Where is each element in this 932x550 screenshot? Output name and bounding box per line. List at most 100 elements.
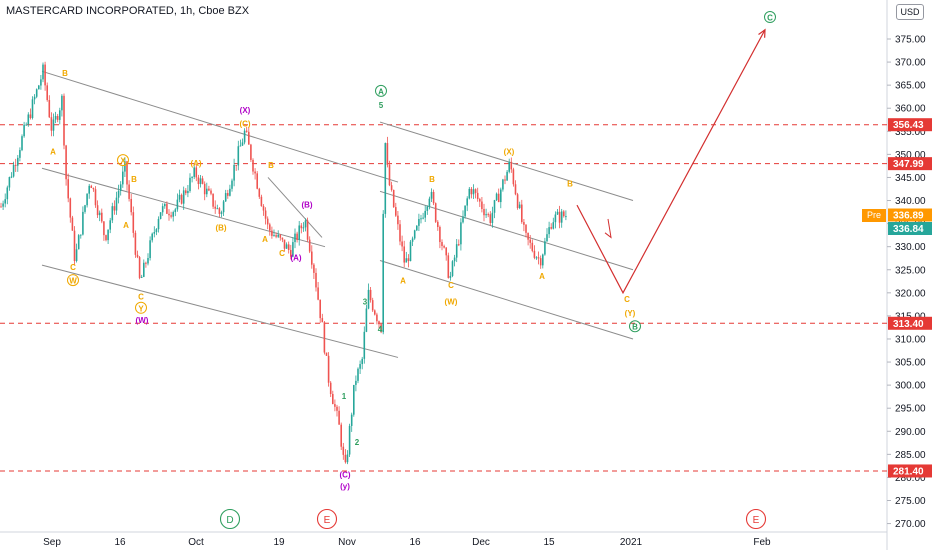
wave-label: A (539, 272, 545, 281)
candle-body (434, 203, 437, 222)
x-tick-label: 2021 (620, 537, 643, 548)
wave-label: (A) (190, 159, 201, 168)
price-level-label: 281.40 (893, 466, 924, 477)
candle-body (31, 99, 34, 118)
candle-body (558, 211, 561, 223)
projection-line (576, 29, 766, 295)
candle-body (269, 224, 271, 231)
candle-body (193, 167, 195, 177)
candle-body (369, 289, 372, 301)
wave-label: (A) (290, 254, 301, 263)
candle-body (464, 205, 466, 217)
candle-body (239, 145, 242, 147)
channel-line (379, 260, 634, 340)
candle-body (206, 188, 208, 195)
candle-body (172, 212, 174, 217)
candle-body (420, 218, 422, 220)
candle-body (409, 241, 412, 262)
candle-body (199, 178, 202, 185)
y-tick-label: 345.00 (895, 173, 926, 184)
candle-body (365, 308, 368, 332)
candle-body (195, 167, 198, 178)
candle-body (403, 246, 405, 263)
candle-body (521, 204, 523, 223)
candle-body (371, 300, 374, 311)
candle-body (397, 215, 399, 225)
candle-body (516, 194, 519, 209)
candle-body (281, 237, 284, 240)
candle-body (560, 211, 563, 223)
candle-body (151, 233, 153, 241)
candle-body (563, 211, 565, 217)
y-tick-label: 300.00 (895, 381, 926, 392)
candle-body (502, 179, 504, 190)
currency-button[interactable]: USD (896, 4, 924, 20)
price-axis: 270.00 275.00 280.00 285.00 290.00 295.00 300.… (886, 0, 926, 550)
y-tick-label: 330.00 (895, 242, 926, 253)
wave-label: A (378, 87, 384, 96)
candle-body (449, 275, 452, 278)
wave-label: (y) (340, 482, 350, 491)
candle-body (481, 201, 483, 209)
candle-body (245, 130, 248, 132)
candle-body (92, 188, 95, 190)
candle-body (187, 190, 189, 194)
candle-body (38, 85, 40, 90)
candle-body (212, 193, 214, 207)
candle-body (485, 214, 487, 216)
candle-body (313, 264, 315, 273)
candle-body (539, 258, 542, 266)
wave-label: B (567, 180, 573, 189)
candle-body (325, 352, 328, 356)
candle-body (222, 201, 225, 213)
candle-body (544, 241, 546, 255)
candle-body (411, 238, 414, 242)
candle-body (451, 261, 454, 276)
candle-body (329, 382, 332, 394)
candle-body (302, 227, 305, 229)
event-marker-circle (219, 508, 241, 530)
candle-body (90, 185, 93, 189)
candle-body (208, 188, 210, 191)
wave-label: 2 (355, 438, 360, 447)
wave-label: A (123, 221, 129, 230)
candle-body (462, 216, 464, 223)
candle-body (378, 321, 380, 325)
candle-body (71, 217, 74, 231)
candle-body (489, 214, 492, 223)
candle-body (514, 184, 517, 195)
candle-body (82, 211, 84, 235)
candle-body (98, 212, 101, 216)
candle-body (170, 215, 172, 217)
candle-body (407, 258, 410, 262)
candle-body (180, 194, 183, 204)
candle-body (227, 193, 229, 196)
candle-body (73, 230, 76, 262)
candle-body (535, 257, 538, 259)
wave-label: (C) (239, 120, 250, 129)
channel-line (379, 121, 634, 202)
candle-body (537, 257, 540, 259)
candle-body (115, 197, 118, 211)
y-tick-label: 280.00 (895, 473, 926, 484)
candle-body (233, 164, 235, 181)
candle-body (323, 322, 326, 353)
candle-body (0, 206, 2, 208)
price-level-badge (888, 464, 932, 478)
wave-label: C (448, 281, 454, 290)
price-level-label: 313.40 (893, 319, 924, 330)
wave-label: A (262, 235, 268, 244)
candle-body (447, 255, 450, 278)
candle-body (235, 164, 237, 166)
channel-line (267, 177, 323, 238)
candle-body (197, 177, 200, 185)
candle-body (126, 161, 128, 185)
price-level-badge (888, 157, 932, 171)
wave-label-circle (135, 301, 147, 314)
candle-body (277, 234, 279, 237)
y-tick-label: 305.00 (895, 358, 926, 369)
candle-body (294, 233, 296, 243)
y-tick-label: 275.00 (895, 496, 926, 507)
projection-arrowhead (604, 218, 612, 239)
